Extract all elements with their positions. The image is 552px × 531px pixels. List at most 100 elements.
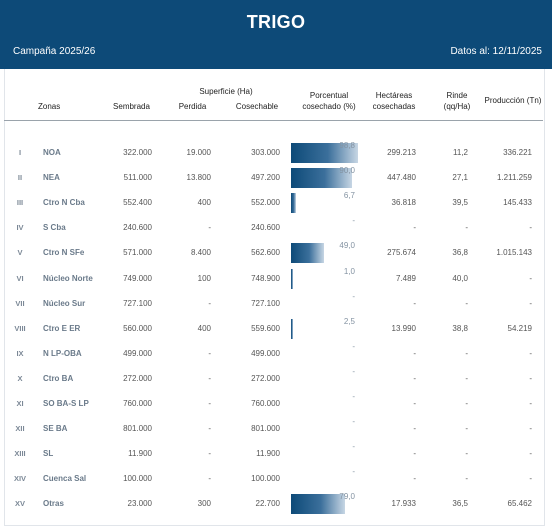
- row-perdida: -: [208, 474, 211, 484]
- row-zone: Cuenca Sal: [43, 474, 87, 484]
- row-number: IV: [16, 223, 24, 233]
- row-cosechable: 562.600: [251, 248, 280, 258]
- row-hectareas: 13.990: [391, 323, 416, 333]
- row-rinde: -: [465, 223, 468, 233]
- row-zone: Ctro N Cba: [43, 198, 85, 208]
- table-row: XI SO BA-S LP 760.000 - 760.000 - - - -: [0, 392, 552, 416]
- row-produccion: -: [529, 223, 532, 233]
- harvest-progress-fill: [291, 318, 293, 339]
- harvest-progress-bar: 90,0: [291, 166, 359, 189]
- row-cosechable: 559.600: [251, 323, 280, 333]
- row-perdida: -: [208, 424, 211, 434]
- harvest-progress-fill: [291, 193, 296, 214]
- row-sembrada: 571.000: [123, 248, 152, 258]
- row-perdida: 13.800: [186, 173, 211, 183]
- table-row: IV S Cba 240.600 - 240.600 - - - -: [0, 216, 552, 240]
- row-rinde: 27,1: [452, 173, 468, 183]
- harvest-progress-bar: 79,0: [291, 492, 359, 515]
- harvest-progress-bar: -: [291, 442, 359, 464]
- table-row: XII SE BA 801.000 - 801.000 - - - -: [0, 417, 552, 441]
- harvest-percent-label: -: [352, 291, 355, 301]
- row-cosechable: 11.900: [256, 449, 280, 459]
- row-perdida: -: [208, 298, 211, 308]
- row-sembrada: 749.000: [123, 273, 152, 283]
- header-porcentual-line2: cosechado (%): [302, 102, 356, 111]
- row-number: I: [18, 148, 22, 157]
- header-perdida: Perdida: [178, 102, 207, 111]
- row-produccion: -: [529, 273, 532, 283]
- row-produccion: 336.221: [503, 148, 532, 157]
- harvest-progress-bar: -: [291, 367, 359, 389]
- harvest-progress-bar: -: [291, 417, 359, 439]
- row-hectareas: -: [413, 399, 416, 408]
- harvest-progress-bar: 2,5: [291, 316, 359, 339]
- row-sembrada: 11.900: [128, 449, 152, 459]
- header-rinde-line1: Rinde: [446, 91, 468, 100]
- page-title: TRIGO: [246, 12, 306, 32]
- row-cosechable: 552.000: [251, 198, 280, 208]
- row-produccion: 1.015.143: [496, 248, 532, 258]
- header-zonas: Zonas: [38, 102, 61, 111]
- harvest-percent-label: 6,7: [343, 191, 355, 201]
- harvest-percent-label: -: [352, 442, 355, 452]
- harvest-progress-bar: 1,0: [291, 267, 359, 289]
- harvest-percent-label: 2,5: [343, 316, 355, 326]
- harvest-progress-fill: [291, 168, 353, 189]
- header-hectareas-line1: Hectáreas: [375, 91, 413, 100]
- row-zone: Núcleo Norte: [43, 273, 93, 283]
- table-row: III Ctro N Cba 552.400 400 552.000 36.818 39,5…: [0, 191, 552, 215]
- row-number: X: [17, 373, 23, 383]
- row-perdida: -: [208, 223, 211, 233]
- row-produccion: -: [529, 424, 532, 434]
- row-hectareas: -: [413, 223, 416, 233]
- table-row: XIV Cuenca Sal 100.000 - 100.000 - - - -: [0, 467, 552, 491]
- row-rinde: 38,8: [452, 323, 468, 333]
- row-rinde: 36,8: [452, 248, 468, 258]
- harvest-percent-label: 79,0: [339, 492, 355, 502]
- row-zone: Ctro BA: [43, 373, 74, 383]
- table-row: VIII Ctro E ER 560.000 400 559.600 13.990 38,8…: [0, 317, 552, 341]
- row-perdida: 400: [197, 323, 211, 333]
- row-sembrada: 560.000: [123, 323, 152, 333]
- table-row: V Ctro N SFe 571.000 8.400 562.600 275.674 36,…: [0, 241, 552, 265]
- row-perdida: 19.000: [186, 148, 211, 157]
- row-cosechable: 240.600: [251, 223, 280, 233]
- harvest-progress-bar: 6,7: [291, 191, 359, 214]
- row-produccion: 1.211.259: [497, 173, 532, 183]
- row-produccion: 145.433: [503, 198, 532, 208]
- harvest-percent-label: -: [352, 216, 355, 226]
- row-sembrada: 272.000: [123, 373, 152, 383]
- row-rinde: 11,2: [453, 148, 468, 157]
- harvest-progress-fill: [291, 268, 293, 289]
- header-porcentual-line1: Porcentual: [309, 91, 349, 100]
- header-hectareas-line2: cosechadas: [372, 102, 416, 111]
- header-sembrada: Sembrada: [113, 102, 150, 111]
- row-zone: Ctro E ER: [43, 323, 81, 333]
- row-rinde: -: [465, 449, 468, 459]
- harvest-progress-bar: -: [291, 291, 359, 314]
- table-row: XIII SL 11.900 - 11.900 - - - -: [0, 442, 552, 466]
- row-number: VIII: [14, 323, 26, 333]
- row-sembrada: 322.000: [123, 148, 152, 157]
- row-hectareas: 17.933: [391, 499, 416, 509]
- row-cosechable: 100.000: [251, 474, 280, 484]
- row-hectareas: 36.818: [391, 198, 416, 208]
- harvest-progress-fill: [291, 243, 325, 264]
- row-number: XIV: [13, 474, 27, 484]
- harvest-progress-bar: -: [291, 342, 359, 364]
- row-number: XV: [14, 499, 25, 509]
- row-cosechable: 22.700: [255, 499, 280, 509]
- table-row: VI Núcleo Norte 749.000 100 748.900 7.489 40,0…: [0, 267, 552, 291]
- harvest-progress-fill: [291, 494, 345, 515]
- row-rinde: -: [465, 373, 468, 383]
- row-hectareas: -: [413, 474, 416, 484]
- row-sembrada: 511.000: [123, 173, 152, 183]
- row-cosechable: 272.000: [251, 373, 280, 383]
- table-row: X Ctro BA 272.000 - 272.000 - - - -: [0, 367, 552, 391]
- row-number: IX: [16, 348, 24, 358]
- row-perdida: -: [208, 449, 211, 459]
- table-row: I NOA 322.000 19.000 303.000 299.213 11,2 336.2…: [0, 141, 552, 165]
- row-cosechable: 727.100: [251, 298, 280, 308]
- table-panel: [4, 69, 545, 526]
- harvest-progress-fill: [291, 143, 359, 163]
